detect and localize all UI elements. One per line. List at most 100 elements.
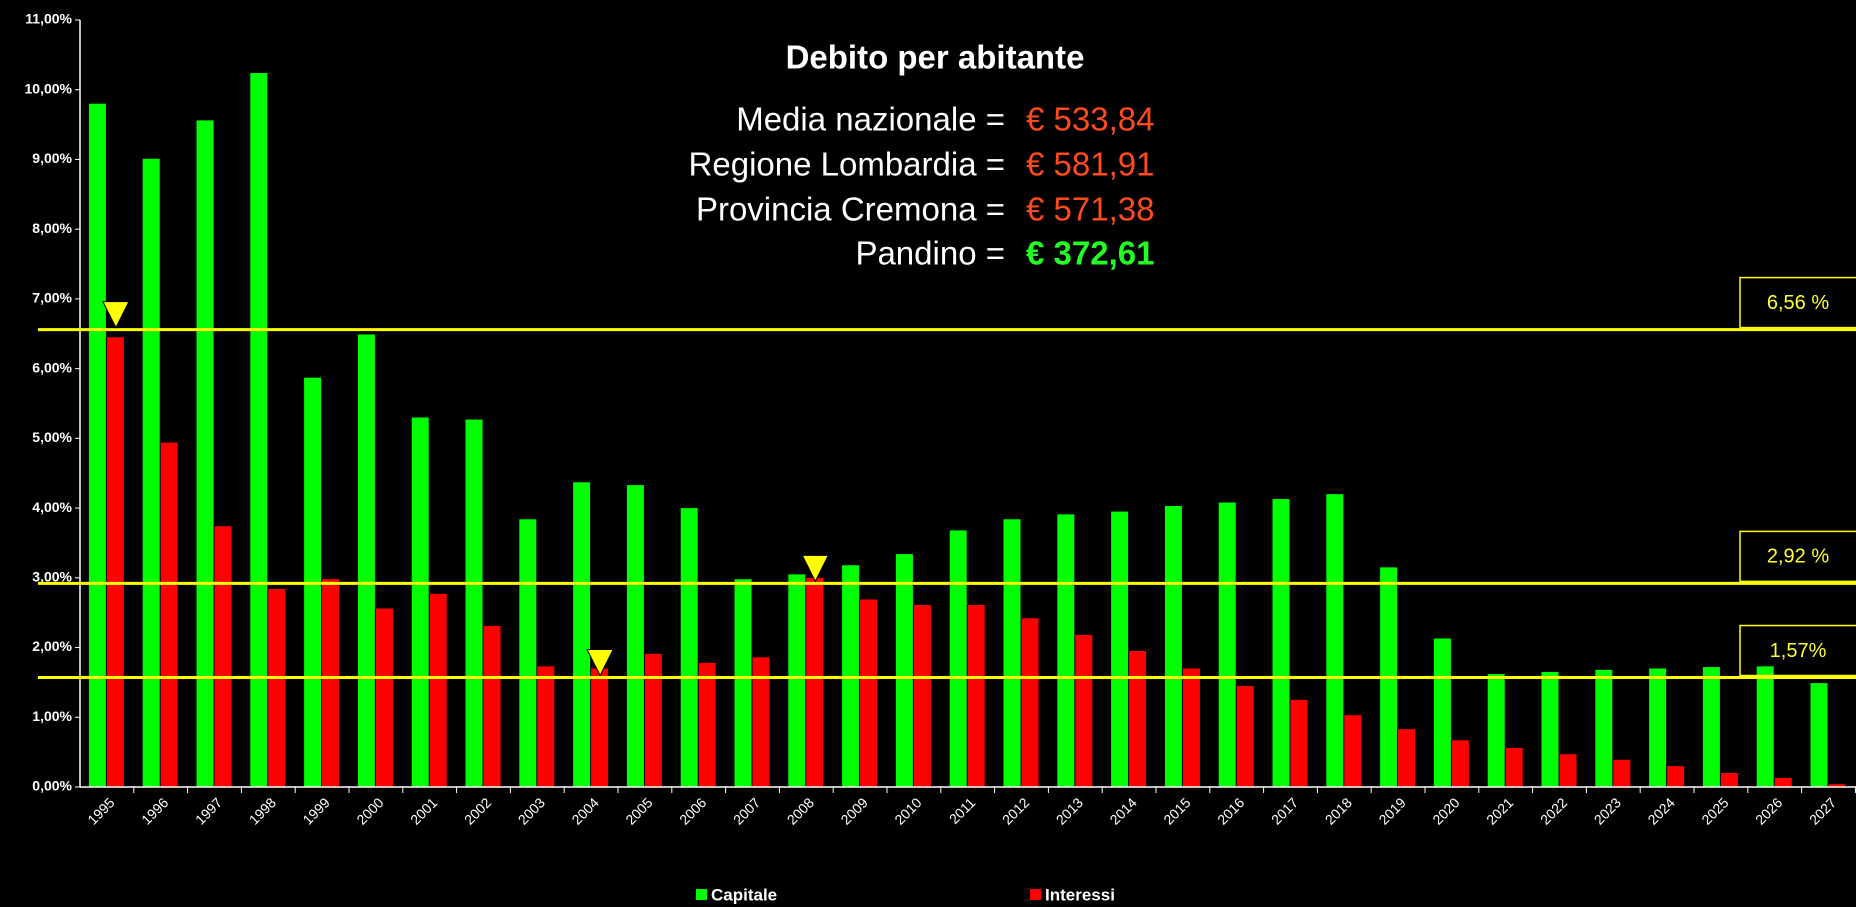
legend-swatch — [696, 889, 707, 900]
x-tick-label: 2025 — [1698, 794, 1731, 827]
x-tick-label: 2018 — [1322, 794, 1355, 827]
y-tick-label: 0,00% — [32, 778, 72, 794]
x-tick-label: 2001 — [407, 794, 440, 827]
bar — [250, 72, 268, 787]
bar — [680, 508, 698, 787]
bar — [88, 103, 106, 787]
bar — [1613, 759, 1631, 787]
bar — [483, 625, 501, 787]
x-tick-label: 2003 — [515, 794, 548, 827]
chart-title: Debito per abitante — [786, 39, 1085, 76]
x-tick-label: 2017 — [1268, 794, 1301, 827]
bar — [734, 579, 752, 787]
x-tick-label: 2023 — [1591, 794, 1624, 827]
bar — [160, 442, 178, 787]
x-tick-label: 2022 — [1537, 794, 1570, 827]
bar — [1003, 519, 1021, 787]
x-tick-label: 2019 — [1375, 794, 1408, 827]
stat-label: Media nazionale = — [736, 101, 1005, 138]
legend-label: Capitale — [711, 885, 777, 904]
bar — [573, 482, 591, 787]
bar — [411, 417, 429, 787]
bar — [806, 577, 824, 787]
x-tick-label: 2005 — [622, 794, 655, 827]
bar — [357, 334, 375, 787]
bar — [913, 605, 931, 787]
y-tick-label: 3,00% — [32, 569, 72, 585]
x-tick-label: 2027 — [1806, 794, 1839, 827]
stat-label: Pandino = — [855, 235, 1005, 272]
bar — [949, 530, 967, 787]
x-tick-label: 2007 — [730, 794, 763, 827]
legend-swatch — [1030, 889, 1041, 900]
y-tick-label: 5,00% — [32, 429, 72, 445]
reference-box — [1739, 624, 1856, 677]
bar — [698, 662, 716, 787]
x-tick-label: 1997 — [192, 794, 225, 827]
y-tick-label: 10,00% — [25, 80, 73, 96]
x-tick-label: 2010 — [891, 794, 924, 827]
bar — [1541, 671, 1559, 787]
x-tick-label: 2000 — [353, 794, 386, 827]
bar — [1129, 651, 1147, 787]
x-tick-label: 1998 — [246, 794, 279, 827]
legend-label: Interessi — [1045, 885, 1115, 904]
stat-value: € 571,38 — [1026, 191, 1154, 228]
x-tick-label: 1999 — [299, 794, 332, 827]
bar — [519, 519, 537, 787]
x-tick-label: 2021 — [1483, 794, 1516, 827]
bar — [1756, 666, 1774, 787]
bar — [1236, 685, 1254, 787]
reference-label: 6,56 % — [1767, 292, 1829, 314]
bar — [1290, 699, 1308, 787]
marker-triangle — [801, 554, 830, 583]
stat-value: € 372,61 — [1026, 235, 1154, 272]
bar — [1272, 499, 1290, 787]
marker-triangle — [102, 301, 130, 329]
x-tick-label: 2011 — [946, 794, 979, 827]
x-tick-label: 1996 — [138, 794, 171, 827]
y-tick-label: 2,00% — [32, 638, 72, 654]
y-tick-label: 11,00% — [25, 11, 72, 27]
bar — [268, 588, 286, 787]
bar — [1326, 494, 1344, 787]
bar — [1451, 740, 1469, 787]
y-tick-label: 8,00% — [32, 220, 72, 236]
x-tick-label: 2014 — [1106, 794, 1139, 827]
x-tick-label: 2015 — [1160, 794, 1193, 827]
x-tick-label: 2013 — [1053, 794, 1086, 827]
bar — [322, 579, 340, 787]
bar — [142, 158, 160, 788]
bar — [465, 419, 483, 787]
bar — [196, 120, 214, 787]
bar — [1828, 784, 1846, 787]
bar — [537, 666, 555, 787]
x-tick-label: 1995 — [84, 794, 117, 827]
bar — [429, 593, 447, 787]
bar — [644, 653, 662, 787]
stat-label: Regione Lombardia = — [689, 146, 1005, 183]
reference-box — [1739, 276, 1856, 329]
reference-label: 1,57% — [1770, 640, 1827, 662]
x-tick-label: 2012 — [999, 794, 1032, 827]
bar — [1774, 777, 1792, 787]
bar — [752, 657, 770, 787]
reference-box — [1739, 530, 1856, 583]
y-tick-label: 4,00% — [32, 499, 72, 515]
bar — [967, 605, 985, 787]
y-tick-label: 1,00% — [32, 708, 72, 724]
x-tick-label: 2008 — [784, 794, 817, 827]
bar — [1218, 502, 1236, 787]
x-tick-label: 2024 — [1644, 794, 1677, 827]
bar — [860, 599, 878, 787]
bar — [1720, 773, 1738, 787]
bar — [1505, 747, 1523, 787]
bar — [1182, 668, 1200, 787]
y-tick-label: 6,00% — [32, 359, 72, 375]
bar — [1021, 618, 1039, 787]
bar — [1559, 754, 1577, 787]
x-tick-label: 2002 — [461, 794, 494, 827]
bar — [1649, 668, 1667, 787]
x-tick-label: 2026 — [1752, 794, 1785, 827]
